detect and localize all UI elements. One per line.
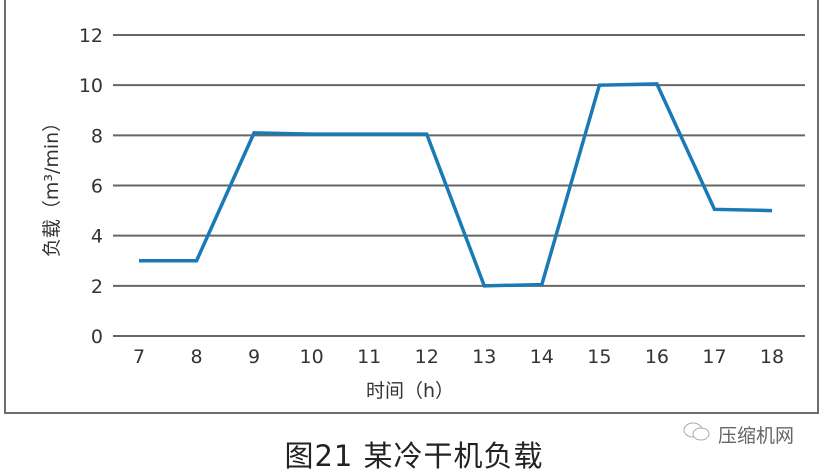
x-tick-label: 16	[645, 346, 669, 368]
y-tick-label: 8	[91, 125, 103, 147]
y-tick-label: 6	[91, 176, 103, 198]
x-tick-label: 8	[190, 346, 202, 368]
y-tick-label: 2	[91, 276, 103, 298]
x-tick-label: 18	[760, 346, 784, 368]
x-tick-label: 13	[472, 346, 496, 368]
x-tick-label: 17	[702, 346, 726, 368]
y-tick-label: 4	[91, 226, 103, 248]
series-line	[139, 82, 773, 288]
y-axis-label: 负载（m³/min）	[41, 113, 63, 257]
x-tick-label: 9	[248, 346, 260, 368]
x-tick-label: 14	[530, 346, 554, 368]
chart-frame	[4, 0, 819, 414]
x-tick-label: 12	[415, 346, 439, 368]
x-tick-label: 10	[300, 346, 324, 368]
chart-title: 图21 某冷干机负载	[284, 439, 544, 473]
watermark: 压缩机网	[718, 425, 795, 447]
y-tick-label: 0	[91, 326, 103, 348]
y-tick-label: 12	[79, 25, 103, 47]
x-tick-label: 11	[357, 346, 381, 368]
x-tick-label: 7	[133, 346, 145, 368]
wechat-icon	[683, 422, 710, 441]
x-tick-label: 15	[587, 346, 611, 368]
y-tick-label: 10	[79, 75, 103, 97]
x-axis-label: 时间（h）	[366, 380, 454, 402]
line-chart: 0 2 4 6 8 10 12 7 8 9 10 11 12 13 14 15 16 17 18 时间（h） 负载…	[41, 25, 805, 402]
